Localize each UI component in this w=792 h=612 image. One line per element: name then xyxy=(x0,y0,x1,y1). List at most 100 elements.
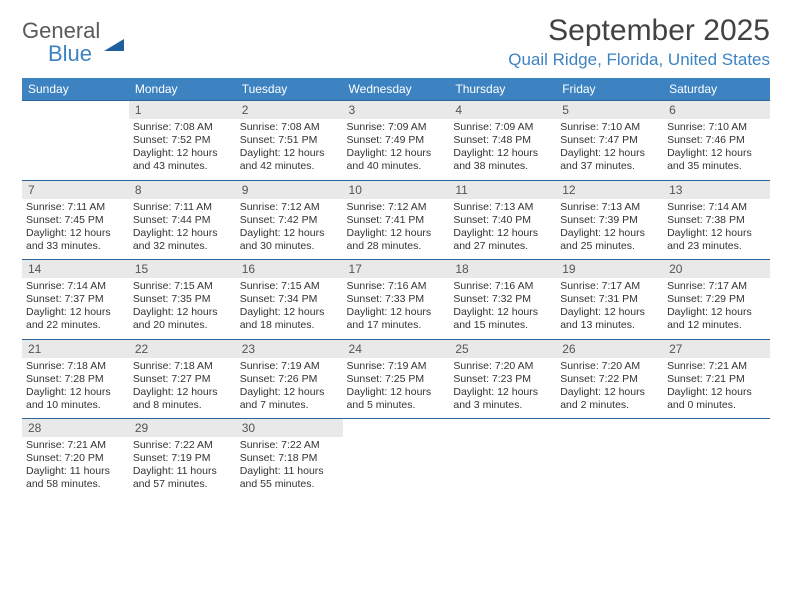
sunset-line: Sunset: 7:21 PM xyxy=(667,373,766,386)
day-number: 4 xyxy=(449,101,556,119)
day-body: Sunrise: 7:13 AMSunset: 7:39 PMDaylight:… xyxy=(556,199,663,260)
day-body: Sunrise: 7:09 AMSunset: 7:48 PMDaylight:… xyxy=(449,119,556,180)
sunset-line: Sunset: 7:29 PM xyxy=(667,293,766,306)
day-body: Sunrise: 7:15 AMSunset: 7:35 PMDaylight:… xyxy=(129,278,236,339)
daylight-line: Daylight: 12 hours and 13 minutes. xyxy=(560,306,659,332)
day-body: Sunrise: 7:14 AMSunset: 7:37 PMDaylight:… xyxy=(22,278,129,339)
day-number: 13 xyxy=(663,181,770,199)
calendar-cell: 20Sunrise: 7:17 AMSunset: 7:29 PMDayligh… xyxy=(663,260,770,340)
day-number: 28 xyxy=(22,419,129,437)
day-body: Sunrise: 7:09 AMSunset: 7:49 PMDaylight:… xyxy=(343,119,450,180)
sunrise-line: Sunrise: 7:09 AM xyxy=(453,121,552,134)
day-number: 5 xyxy=(556,101,663,119)
calendar-cell: 22Sunrise: 7:18 AMSunset: 7:27 PMDayligh… xyxy=(129,339,236,419)
calendar-cell: 5Sunrise: 7:10 AMSunset: 7:47 PMDaylight… xyxy=(556,101,663,181)
sunrise-line: Sunrise: 7:17 AM xyxy=(667,280,766,293)
weekday-header: Friday xyxy=(556,78,663,101)
sunset-line: Sunset: 7:22 PM xyxy=(560,373,659,386)
day-number: 17 xyxy=(343,260,450,278)
daylight-line: Daylight: 12 hours and 33 minutes. xyxy=(26,227,125,253)
day-number: 10 xyxy=(343,181,450,199)
day-number: 20 xyxy=(663,260,770,278)
sunset-line: Sunset: 7:35 PM xyxy=(133,293,232,306)
daylight-line: Daylight: 12 hours and 42 minutes. xyxy=(240,147,339,173)
day-body: Sunrise: 7:21 AMSunset: 7:21 PMDaylight:… xyxy=(663,358,770,419)
sunrise-line: Sunrise: 7:10 AM xyxy=(667,121,766,134)
sunrise-line: Sunrise: 7:16 AM xyxy=(347,280,446,293)
sunset-line: Sunset: 7:45 PM xyxy=(26,214,125,227)
daylight-line: Daylight: 12 hours and 10 minutes. xyxy=(26,386,125,412)
sunset-line: Sunset: 7:34 PM xyxy=(240,293,339,306)
sunset-line: Sunset: 7:33 PM xyxy=(347,293,446,306)
sunset-line: Sunset: 7:26 PM xyxy=(240,373,339,386)
sunrise-line: Sunrise: 7:19 AM xyxy=(240,360,339,373)
sunrise-line: Sunrise: 7:20 AM xyxy=(560,360,659,373)
sunset-line: Sunset: 7:39 PM xyxy=(560,214,659,227)
sunrise-line: Sunrise: 7:18 AM xyxy=(26,360,125,373)
day-body: Sunrise: 7:20 AMSunset: 7:23 PMDaylight:… xyxy=(449,358,556,419)
month-title: September 2025 xyxy=(508,14,770,48)
sunrise-line: Sunrise: 7:15 AM xyxy=(240,280,339,293)
sunset-line: Sunset: 7:18 PM xyxy=(240,452,339,465)
day-body: Sunrise: 7:13 AMSunset: 7:40 PMDaylight:… xyxy=(449,199,556,260)
logo: General Blue xyxy=(22,14,124,65)
daylight-line: Daylight: 12 hours and 12 minutes. xyxy=(667,306,766,332)
sunrise-line: Sunrise: 7:20 AM xyxy=(453,360,552,373)
sunrise-line: Sunrise: 7:17 AM xyxy=(560,280,659,293)
daylight-line: Daylight: 12 hours and 15 minutes. xyxy=(453,306,552,332)
day-body: Sunrise: 7:14 AMSunset: 7:38 PMDaylight:… xyxy=(663,199,770,260)
day-number: 14 xyxy=(22,260,129,278)
day-body: Sunrise: 7:19 AMSunset: 7:25 PMDaylight:… xyxy=(343,358,450,419)
day-body: Sunrise: 7:11 AMSunset: 7:45 PMDaylight:… xyxy=(22,199,129,260)
sunset-line: Sunset: 7:47 PM xyxy=(560,134,659,147)
daylight-line: Daylight: 12 hours and 7 minutes. xyxy=(240,386,339,412)
sunrise-line: Sunrise: 7:08 AM xyxy=(133,121,232,134)
day-number: 16 xyxy=(236,260,343,278)
daylight-line: Daylight: 11 hours and 58 minutes. xyxy=(26,465,125,491)
daylight-line: Daylight: 12 hours and 27 minutes. xyxy=(453,227,552,253)
calendar-cell: 18Sunrise: 7:16 AMSunset: 7:32 PMDayligh… xyxy=(449,260,556,340)
day-body: Sunrise: 7:08 AMSunset: 7:52 PMDaylight:… xyxy=(129,119,236,180)
sunrise-line: Sunrise: 7:14 AM xyxy=(667,201,766,214)
day-number: 19 xyxy=(556,260,663,278)
daylight-line: Daylight: 12 hours and 0 minutes. xyxy=(667,386,766,412)
day-body: Sunrise: 7:15 AMSunset: 7:34 PMDaylight:… xyxy=(236,278,343,339)
daylight-line: Daylight: 12 hours and 25 minutes. xyxy=(560,227,659,253)
daylight-line: Daylight: 12 hours and 3 minutes. xyxy=(453,386,552,412)
daylight-line: Daylight: 12 hours and 8 minutes. xyxy=(133,386,232,412)
weekday-header: Monday xyxy=(129,78,236,101)
day-number: 6 xyxy=(663,101,770,119)
calendar-cell: 9Sunrise: 7:12 AMSunset: 7:42 PMDaylight… xyxy=(236,180,343,260)
daylight-line: Daylight: 12 hours and 40 minutes. xyxy=(347,147,446,173)
day-body: Sunrise: 7:18 AMSunset: 7:28 PMDaylight:… xyxy=(22,358,129,419)
sunrise-line: Sunrise: 7:11 AM xyxy=(26,201,125,214)
calendar-cell: 27Sunrise: 7:21 AMSunset: 7:21 PMDayligh… xyxy=(663,339,770,419)
weekday-header: Sunday xyxy=(22,78,129,101)
sunset-line: Sunset: 7:25 PM xyxy=(347,373,446,386)
daylight-line: Daylight: 11 hours and 57 minutes. xyxy=(133,465,232,491)
day-number: 3 xyxy=(343,101,450,119)
day-body: Sunrise: 7:12 AMSunset: 7:41 PMDaylight:… xyxy=(343,199,450,260)
day-body: Sunrise: 7:17 AMSunset: 7:29 PMDaylight:… xyxy=(663,278,770,339)
calendar-cell: 13Sunrise: 7:14 AMSunset: 7:38 PMDayligh… xyxy=(663,180,770,260)
daylight-line: Daylight: 11 hours and 55 minutes. xyxy=(240,465,339,491)
sunset-line: Sunset: 7:31 PM xyxy=(560,293,659,306)
logo-blue: Blue xyxy=(22,43,100,65)
calendar-cell: 1Sunrise: 7:08 AMSunset: 7:52 PMDaylight… xyxy=(129,101,236,181)
day-number: 12 xyxy=(556,181,663,199)
sunset-line: Sunset: 7:51 PM xyxy=(240,134,339,147)
daylight-line: Daylight: 12 hours and 5 minutes. xyxy=(347,386,446,412)
calendar-cell: 7Sunrise: 7:11 AMSunset: 7:45 PMDaylight… xyxy=(22,180,129,260)
calendar-cell: 17Sunrise: 7:16 AMSunset: 7:33 PMDayligh… xyxy=(343,260,450,340)
calendar-cell: 25Sunrise: 7:20 AMSunset: 7:23 PMDayligh… xyxy=(449,339,556,419)
daylight-line: Daylight: 12 hours and 30 minutes. xyxy=(240,227,339,253)
calendar-cell: 14Sunrise: 7:14 AMSunset: 7:37 PMDayligh… xyxy=(22,260,129,340)
sunset-line: Sunset: 7:52 PM xyxy=(133,134,232,147)
day-number: 23 xyxy=(236,340,343,358)
calendar-cell: 3Sunrise: 7:09 AMSunset: 7:49 PMDaylight… xyxy=(343,101,450,181)
day-body: Sunrise: 7:11 AMSunset: 7:44 PMDaylight:… xyxy=(129,199,236,260)
calendar-cell xyxy=(22,101,129,181)
weekday-header: Thursday xyxy=(449,78,556,101)
sunrise-line: Sunrise: 7:09 AM xyxy=(347,121,446,134)
sunset-line: Sunset: 7:46 PM xyxy=(667,134,766,147)
